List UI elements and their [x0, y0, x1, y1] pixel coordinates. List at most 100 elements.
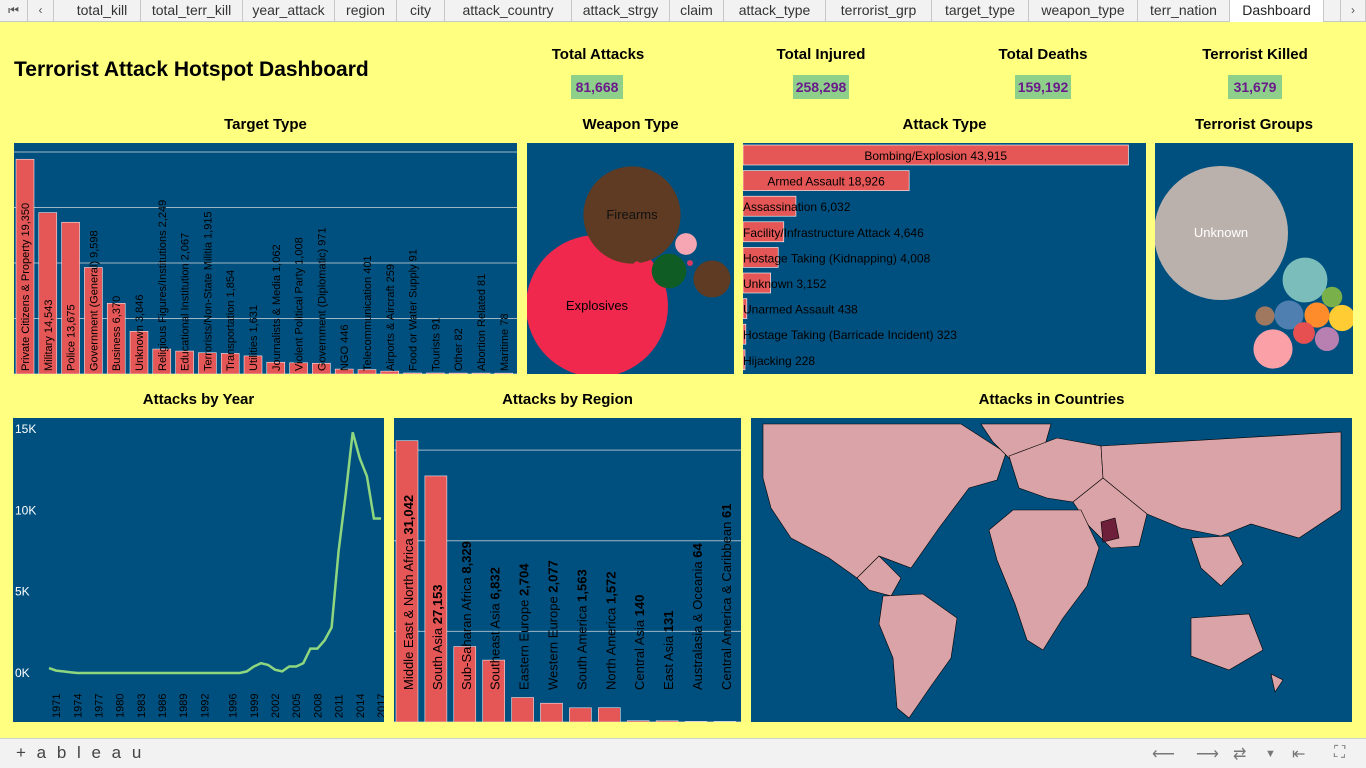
region-bar-label: Central America & Caribbean 61: [719, 504, 734, 690]
tab-terr-nation[interactable]: terr_nation: [1138, 0, 1230, 22]
region-bar: [540, 702, 563, 722]
revert-dropdown-icon[interactable]: ▼: [1265, 748, 1276, 760]
tab-attack-strgy[interactable]: attack_strgy: [572, 0, 670, 22]
target-bar: [289, 362, 308, 374]
tab-attack-type[interactable]: attack_type: [724, 0, 826, 22]
target-bar: [129, 331, 149, 374]
tab-city[interactable]: city: [397, 0, 445, 22]
year-xtick: 1974: [72, 694, 84, 718]
undo-icon[interactable]: ⟵: [1152, 746, 1175, 763]
tab-attack-country[interactable]: attack_country: [445, 0, 572, 22]
tab-total-terr-kill[interactable]: total_terr_kill: [141, 0, 243, 22]
region-value: 27,153: [430, 584, 445, 624]
revert-icon[interactable]: ⇄: [1233, 746, 1247, 763]
target-bar-label: Government (Diplomatic) 971: [316, 227, 328, 371]
kpi-label-total-deaths: Total Deaths: [998, 46, 1088, 63]
year-line: [48, 431, 381, 675]
region-value: 140: [632, 595, 647, 617]
kpi-label-total-injured: Total Injured: [776, 46, 866, 63]
attacks-in-countries-map[interactable]: [751, 418, 1352, 722]
attack-bar-label: Armed Assault 18,926: [767, 175, 885, 189]
attacks-by-year-chart[interactable]: 0K 5K 10K 15K 1971 1974 1977 1980 1983 1986 1989 19…: [13, 418, 384, 722]
tab-dashboard[interactable]: Dashboard: [1230, 0, 1324, 22]
year-ytick: 0K: [15, 666, 30, 680]
tab-weapon-type[interactable]: weapon_type: [1029, 0, 1138, 22]
tab-next-button[interactable]: ›: [1340, 0, 1366, 22]
region-bar: [684, 721, 708, 722]
target-bar-label: Government (General) 9,598: [88, 230, 100, 371]
region-name: Southeast Asia: [488, 600, 503, 690]
region-value: 6,832: [488, 567, 503, 600]
attack-bar-label: Unknown 3,152: [743, 277, 827, 291]
target-bar-label: Terrorists/Non-State Militia 1,915: [202, 211, 214, 371]
map-australia: [1190, 613, 1264, 671]
target-bar: [38, 212, 58, 374]
target-bar: [152, 348, 172, 374]
attack-type-chart[interactable]: Bombing/Explosion 43,915 Armed Assault 18…: [743, 143, 1146, 374]
region-name: South Asia: [430, 624, 445, 690]
attack-bar: [743, 144, 1129, 166]
kpi-value-total-deaths: 159,192: [1015, 75, 1071, 99]
attack-type-title: Attack Type: [902, 116, 987, 133]
groups-bubble: [1304, 302, 1330, 328]
region-bar-label: Western Europe 2,077: [546, 560, 561, 690]
year-xtick: 1989: [178, 694, 190, 718]
year-xtick: 1986: [157, 694, 169, 718]
target-bar-label: Unknown 3,846: [134, 295, 146, 371]
target-type-chart[interactable]: Private Citizens & Property 19,350 Milita…: [14, 143, 517, 374]
target-bar: [266, 361, 286, 374]
terrorist-groups-chart[interactable]: Unknown: [1155, 143, 1353, 374]
weapon-type-title: Weapon Type: [582, 116, 679, 133]
target-bar-label: Military 14,543: [43, 299, 55, 371]
region-bar: [424, 475, 448, 722]
terrorist-groups-title: Terrorist Groups: [1194, 116, 1314, 133]
attack-bar-label: Hostage Taking (Kidnapping) 4,008: [743, 251, 931, 265]
target-bar: [84, 267, 103, 374]
region-value: 1,572: [603, 571, 618, 604]
year-xtick: 2014: [355, 694, 367, 718]
redo-icon[interactable]: ⟶: [1196, 746, 1219, 763]
year-xtick: 1983: [136, 694, 148, 718]
fullscreen-icon[interactable]: ⛶: [1334, 744, 1346, 761]
target-bar-label: Violent Political Party 1,008: [294, 237, 306, 371]
region-bar-label: Southeast Asia 6,832: [488, 567, 503, 690]
target-bar-label: Private Citizens & Property 19,350: [20, 203, 32, 371]
weapon-type-chart[interactable]: Explosives Firearms: [527, 143, 734, 374]
region-bar-label: North America 1,572: [603, 571, 618, 690]
tab-year-attack[interactable]: year_attack: [243, 0, 335, 22]
map-north-america: [762, 423, 1007, 579]
tab-region[interactable]: region: [335, 0, 397, 22]
tableau-footer: + a b l e a u ⟵ ⟶ ⇄ ▼ ⇤ ⛶: [0, 738, 1366, 768]
region-bar-label: Australasia & Oceania 64: [690, 543, 705, 690]
reset-start-icon[interactable]: ⇤: [1292, 746, 1306, 763]
tab-target-type[interactable]: target_type: [932, 0, 1029, 22]
weapon-bubble: [583, 166, 681, 264]
map-south-america: [878, 593, 958, 719]
year-xtick: 2017: [376, 694, 384, 718]
tableau-logo: + a b l e a u: [16, 743, 145, 762]
attack-bar: [743, 221, 785, 243]
tab-prev-button[interactable]: ‹: [28, 0, 54, 22]
region-bar-label: South Asia 27,153: [430, 584, 445, 690]
tab-claim[interactable]: claim: [670, 0, 724, 22]
region-value: 64: [690, 543, 705, 558]
region-value: 2,704: [517, 563, 532, 596]
region-bar-label: Middle East & North Africa 31,042: [401, 495, 416, 690]
year-ytick: 10K: [15, 503, 36, 517]
attacks-by-region-chart[interactable]: Middle East & North Africa 31,042 South A…: [394, 418, 741, 722]
sheet-tab-bar: ⏮ ‹ total_kill total_terr_kill year_attack…: [0, 0, 1366, 22]
tab-first-button[interactable]: ⏮: [0, 0, 28, 22]
attacks-in-countries-title: Attacks in Countries: [978, 391, 1125, 408]
groups-bubble-label: Unknown: [1194, 225, 1248, 240]
year-xtick: 1971: [51, 694, 63, 718]
groups-bubble: [1321, 286, 1343, 308]
target-bar-label: Airports & Aircraft 259: [385, 264, 397, 371]
year-xtick: 1992: [199, 694, 211, 718]
tab-total-kill[interactable]: total_kill: [64, 0, 141, 22]
target-bar-label: Utilities 1,631: [248, 305, 260, 371]
year-xtick: 2002: [270, 694, 282, 718]
target-bar: [403, 372, 422, 374]
target-bar-label: Business 6,370: [111, 296, 123, 371]
tab-terrorist-grp[interactable]: terrorist_grp: [826, 0, 932, 22]
region-name: South America: [574, 602, 589, 690]
